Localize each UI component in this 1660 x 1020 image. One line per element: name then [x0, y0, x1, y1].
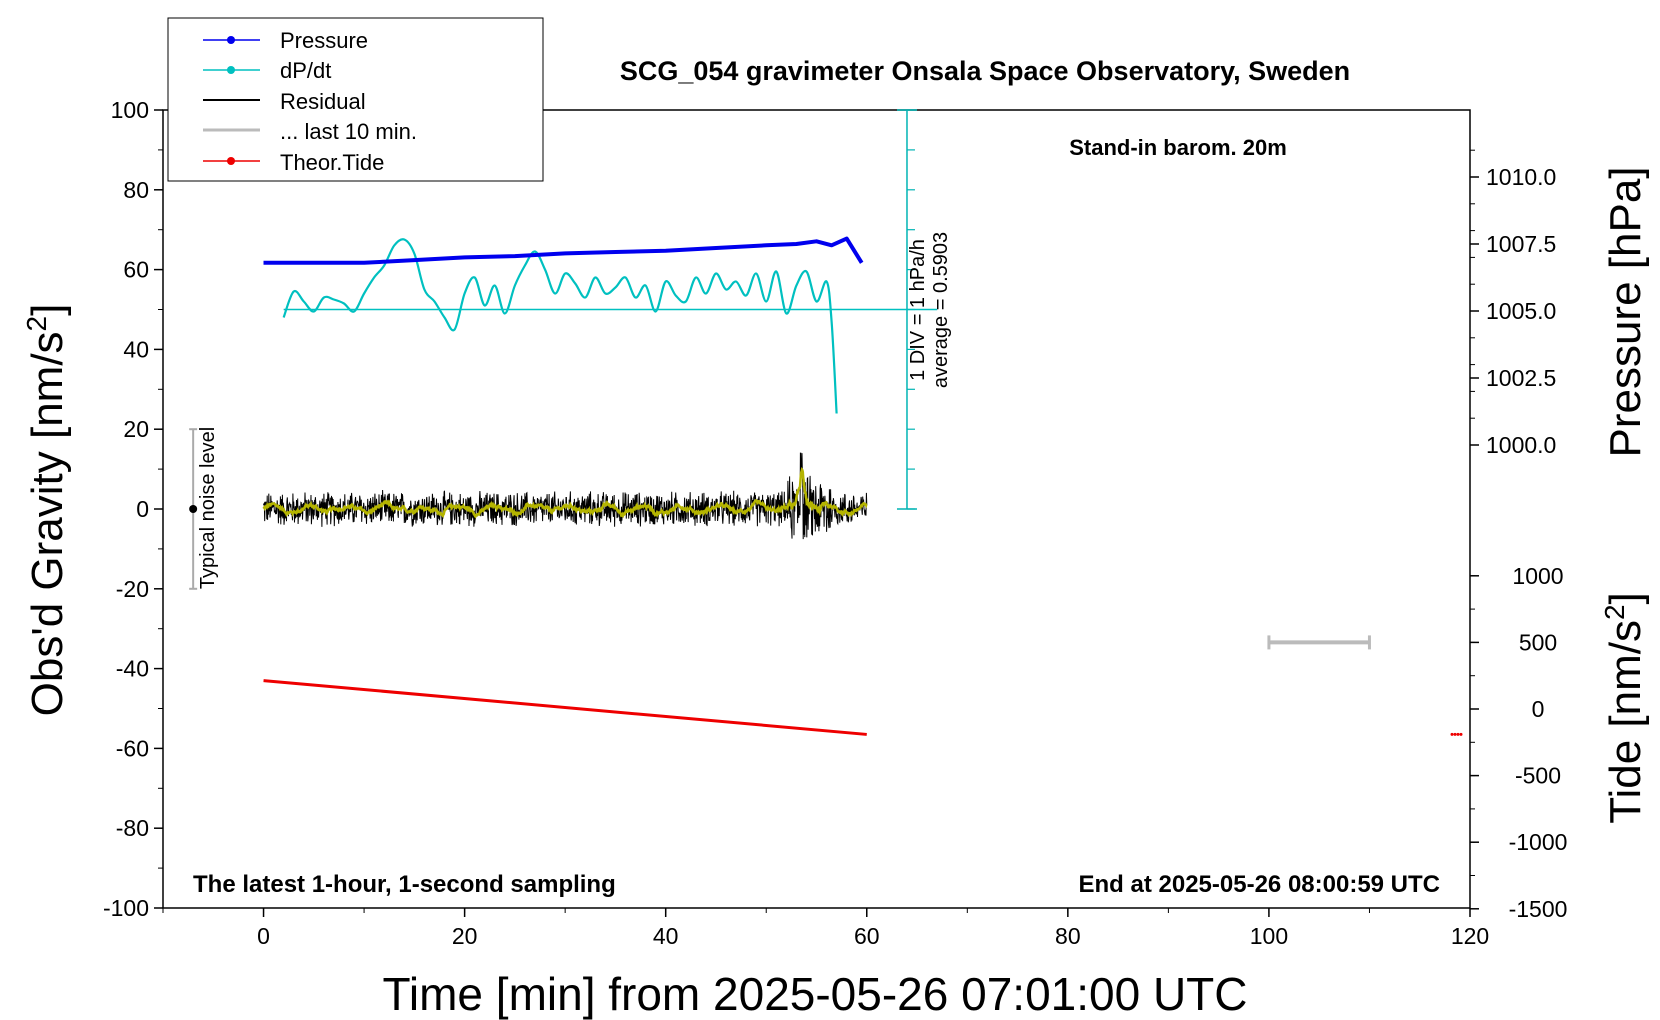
legend-dpdt-label: dP/dt [280, 58, 331, 83]
end-time-note: End at 2025-05-26 08:00:59 UTC [1079, 871, 1441, 898]
y-tick-label: -40 [116, 656, 149, 682]
x-tick-label: 80 [1055, 923, 1081, 949]
legend-pressure-marker [227, 36, 235, 44]
pressure-tick-label: 1002.5 [1486, 365, 1556, 391]
tide-tick-label: 1000 [1512, 563, 1563, 589]
y-label-tide-main: Tide [nm/s [1601, 620, 1650, 824]
tide-tick-label: -1000 [1509, 829, 1568, 855]
y-label-tide-end: ] [1601, 592, 1650, 604]
legend-last10-label: ... last 10 min. [280, 119, 417, 144]
dpdt-line [282, 238, 838, 414]
dpdt-scale-label-1: 1 DIV = 1 hPa/h [907, 239, 929, 381]
series [189, 236, 1463, 736]
legend-tide-label: Theor.Tide [280, 150, 384, 175]
y-tick-label: 40 [123, 336, 149, 362]
pressure-line [263, 236, 864, 265]
x-axis-label: Time [min] from 2025-05-26 07:01:00 UTC [383, 968, 1248, 1020]
chart-title: SCG_054 gravimeter Onsala Space Observat… [620, 56, 1350, 86]
tide-edge-marker [1459, 732, 1463, 736]
barometer-note: Stand-in barom. 20m [1069, 135, 1287, 160]
legend-residual-label: Residual [280, 89, 366, 114]
tide-tick-label: -500 [1515, 763, 1561, 789]
tide-edge-marker [1456, 732, 1460, 736]
x-tick-label: 100 [1250, 923, 1288, 949]
dpdt-scale-label-2: average = 0.5903 [930, 232, 952, 388]
noise-level-label: Typical noise level [197, 427, 219, 589]
y-axis-label-left: Obs'd Gravity [nm/s2] [21, 304, 72, 717]
legend: Pressure dP/dt Residual ... last 10 min.… [167, 17, 544, 182]
tide-edge-marker [1453, 732, 1457, 736]
pressure-tick-label: 1007.5 [1486, 231, 1556, 257]
tide-edge-marker [1450, 732, 1454, 736]
tide-tick-label: -1500 [1509, 896, 1568, 922]
residual-line [263, 452, 868, 540]
tide-tick-label: 0 [1532, 696, 1545, 722]
legend-dpdt-marker [227, 66, 235, 74]
y-label-tide-sup: 2 [1599, 604, 1630, 620]
last10-smoothed-line [262, 466, 868, 519]
y-label-left-end: ] [23, 304, 72, 316]
pressure-tick-label: 1005.0 [1486, 298, 1556, 324]
y-tick-label: -20 [116, 576, 149, 602]
y-tick-label: -60 [116, 735, 149, 761]
axes: 0 20 40 60 80 100 120 100 80 60 40 20 0 -20 -40 -60 -80 -… [103, 97, 1567, 949]
x-tick-label: 40 [653, 923, 679, 949]
pressure-tick-label: 1000.0 [1486, 432, 1556, 458]
x-tick-label: 20 [452, 923, 478, 949]
tide-line [263, 679, 867, 736]
y-tick-label: 60 [123, 257, 149, 283]
y-tick-label: 100 [111, 97, 149, 123]
y-axis-label-pressure: Pressure [hPa] [1601, 166, 1650, 457]
noise-bar-center [189, 505, 198, 513]
pressure-tick-label: 1010.0 [1486, 164, 1556, 190]
y-axis-label-tide: Tide [nm/s2] [1599, 592, 1650, 824]
x-tick-label: 120 [1451, 923, 1489, 949]
y-label-left-sup: 2 [21, 316, 52, 332]
sampling-note: The latest 1-hour, 1-second sampling [193, 871, 616, 898]
y-tick-label: 0 [136, 496, 149, 522]
y-tick-label: 80 [123, 177, 149, 203]
y-label-left-main: Obs'd Gravity [nm/s [23, 331, 72, 716]
legend-pressure-label: Pressure [280, 28, 368, 53]
x-tick-label: 60 [854, 923, 880, 949]
legend-tide-marker [227, 157, 235, 165]
y-tick-label: 20 [123, 416, 149, 442]
y-tick-label: -100 [103, 895, 149, 921]
tide-tick-label: 500 [1519, 629, 1557, 655]
y-tick-label: -80 [116, 815, 149, 841]
x-tick-label: 0 [257, 923, 270, 949]
